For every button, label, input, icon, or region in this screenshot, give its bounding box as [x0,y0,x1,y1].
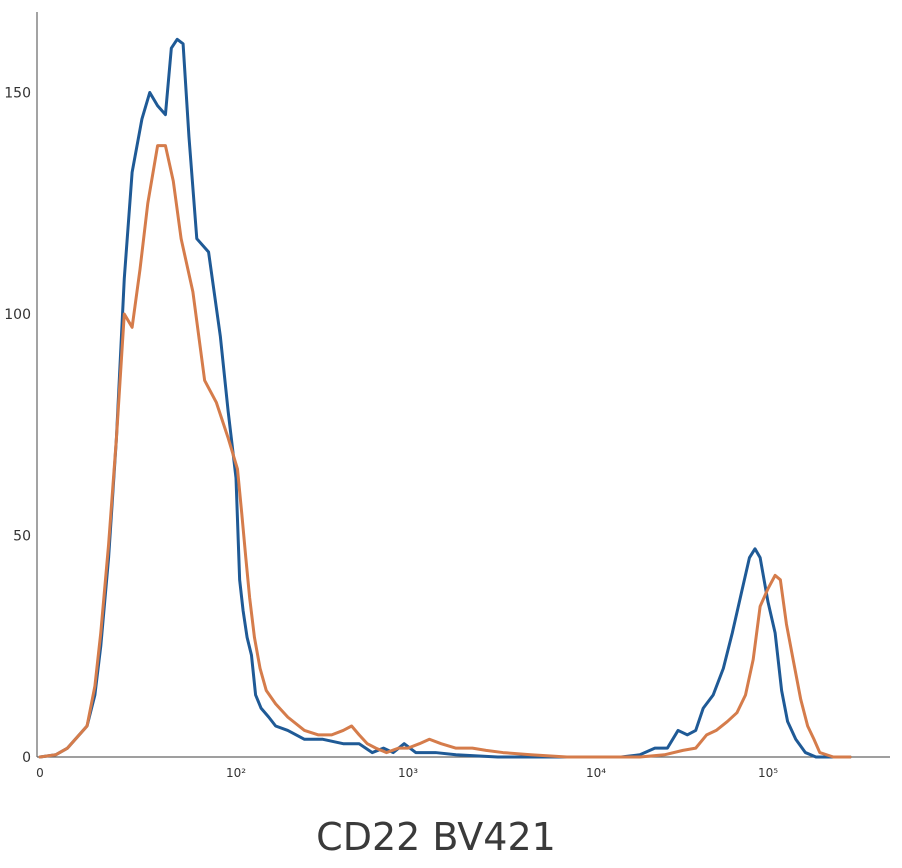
x-axis-title: CD22 BV421 [316,815,556,859]
y-tick-label: 150 [4,86,31,102]
x-tick-labels: 0 10² 10³ 10⁴ 10⁵ [36,766,778,780]
x-tick-label: 0 [36,766,44,780]
y-tick-labels: 0 50 100 150 [4,86,31,767]
x-tick-label: 10³ [398,766,418,780]
x-tick-label: 10⁴ [586,766,606,780]
x-tick-label: 10⁵ [758,766,778,780]
x-tick-label: 10² [226,766,246,780]
series-line-1 [38,37,852,759]
y-tick-label: 0 [22,750,31,766]
axes [36,12,890,758]
y-tick-label: 50 [13,529,31,545]
series-line-2 [38,144,852,759]
y-tick-label: 100 [4,307,31,323]
series-layer [38,37,852,759]
